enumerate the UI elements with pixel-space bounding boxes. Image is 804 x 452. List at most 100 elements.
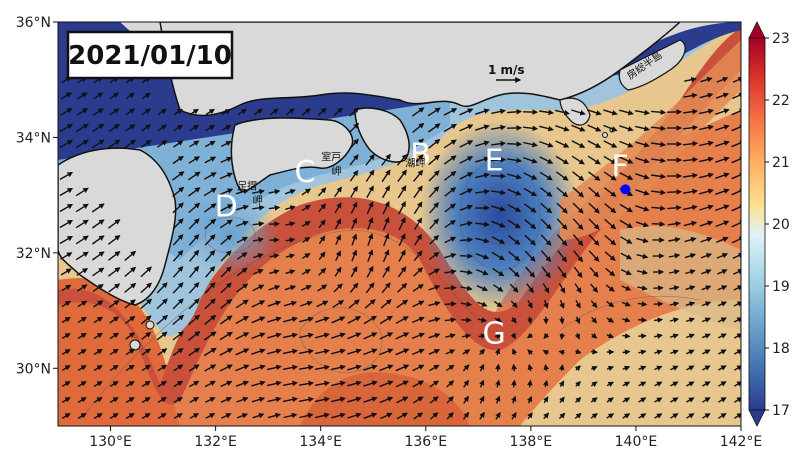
- velocity-arrow: [459, 204, 474, 211]
- velocity-arrow: [267, 412, 281, 419]
- velocity-arrow: [157, 124, 168, 132]
- velocity-arrow: [733, 269, 741, 275]
- velocity-arrow: [571, 109, 586, 116]
- velocity-arrow: [699, 140, 714, 147]
- velocity-arrow: [495, 379, 501, 388]
- velocity-arrow: [428, 154, 441, 166]
- velocity-arrow: [475, 237, 490, 244]
- velocity-arrow: [109, 348, 119, 356]
- velocity-arrow: [331, 332, 346, 339]
- velocity-arrow: [555, 125, 570, 132]
- velocity-arrow: [398, 201, 406, 215]
- velocity-arrow: [587, 109, 602, 116]
- velocity-arrow: [187, 331, 201, 341]
- colorbar-tick-label: 18: [772, 341, 790, 357]
- velocity-arrow: [220, 266, 232, 278]
- velocity-arrow: [603, 171, 617, 181]
- velocity-arrow: [495, 363, 501, 372]
- velocity-arrow: [668, 253, 681, 259]
- velocity-arrow: [685, 301, 696, 307]
- velocity-arrow: [605, 267, 616, 277]
- velocity-arrow: [59, 171, 74, 181]
- velocity-arrow: [603, 109, 618, 116]
- velocity-arrow: [75, 139, 89, 149]
- velocity-arrow: [282, 348, 298, 355]
- velocity-arrow: [588, 202, 600, 214]
- velocity-arrow: [700, 253, 713, 259]
- velocity-arrow: [413, 267, 424, 277]
- velocity-arrow: [476, 268, 489, 276]
- velocity-arrow: [363, 348, 378, 356]
- velocity-arrow: [125, 124, 136, 132]
- velocity-arrow: [173, 140, 184, 148]
- velocity-arrow: [173, 380, 184, 388]
- velocity-arrow: [412, 122, 425, 133]
- velocity-arrow: [395, 380, 409, 388]
- velocity-arrow: [219, 315, 233, 325]
- velocity-arrow: [301, 107, 311, 116]
- velocity-arrow: [542, 283, 550, 294]
- velocity-arrow: [556, 186, 569, 198]
- velocity-arrow: [700, 236, 713, 243]
- velocity-arrow: [539, 125, 554, 132]
- velocity-arrow: [429, 412, 439, 420]
- velocity-arrow: [591, 332, 598, 339]
- velocity-arrow: [381, 282, 391, 294]
- velocity-arrow: [315, 412, 330, 419]
- velocity-arrow: [107, 219, 121, 229]
- velocity-arrow: [715, 108, 730, 115]
- velocity-arrow: [235, 348, 250, 356]
- velocity-arrow: [606, 365, 615, 372]
- velocity-arrow: [351, 233, 358, 246]
- velocity-arrow: [428, 139, 441, 149]
- velocity-arrow: [683, 220, 698, 227]
- velocity-arrow: [635, 173, 650, 180]
- velocity-arrow: [367, 217, 374, 231]
- velocity-arrow: [539, 156, 554, 164]
- velocity-arrow: [701, 285, 712, 291]
- velocity-arrow: [559, 333, 566, 340]
- velocity-arrow: [172, 265, 184, 278]
- velocity-arrow: [732, 252, 741, 260]
- velocity-arrow: [507, 188, 522, 196]
- velocity-arrow: [221, 124, 232, 132]
- velocity-arrow: [635, 221, 650, 228]
- x-tick-label: 138°E: [510, 434, 553, 450]
- velocity-arrow: [715, 204, 730, 212]
- region-label-b: B: [410, 138, 431, 173]
- velocity-arrow: [526, 283, 534, 294]
- velocity-arrow: [511, 348, 518, 355]
- velocity-arrow: [156, 314, 169, 325]
- velocity-arrow: [479, 395, 485, 404]
- station-marker: [620, 184, 631, 195]
- velocity-arrow: [347, 364, 362, 371]
- velocity-arrow: [638, 317, 648, 323]
- velocity-arrow: [172, 218, 184, 230]
- velocity-arrow: [571, 155, 585, 165]
- velocity-arrow: [511, 395, 517, 404]
- velocity-arrow: [459, 253, 474, 259]
- velocity-arrow: [204, 364, 217, 372]
- velocity-arrow: [686, 349, 695, 355]
- velocity-arrow: [491, 140, 507, 147]
- colorbar-min-extend: [748, 409, 766, 427]
- velocity-arrow: [351, 249, 358, 262]
- velocity-arrow: [331, 316, 346, 324]
- velocity-arrow: [314, 364, 331, 371]
- velocity-arrow: [395, 348, 410, 356]
- velocity-arrow: [334, 186, 342, 198]
- velocity-arrow: [379, 348, 394, 356]
- velocity-arrow: [59, 203, 74, 213]
- velocity-arrow: [650, 157, 667, 164]
- velocity-arrow: [463, 395, 469, 404]
- velocity-arrow: [459, 188, 474, 196]
- velocity-arrow: [349, 107, 360, 117]
- velocity-arrow: [700, 76, 713, 83]
- velocity-arrow: [411, 348, 425, 356]
- velocity-arrow: [347, 316, 362, 324]
- velocity-arrow: [731, 204, 741, 212]
- velocity-arrow: [479, 379, 485, 388]
- velocity-arrow: [397, 169, 407, 183]
- velocity-arrow: [733, 381, 741, 387]
- land-kii: [354, 107, 410, 163]
